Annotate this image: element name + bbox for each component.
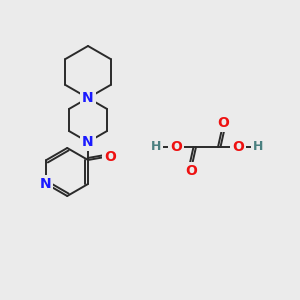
Text: O: O xyxy=(185,164,197,178)
Text: N: N xyxy=(82,135,94,149)
Text: N: N xyxy=(82,91,94,105)
Text: O: O xyxy=(170,140,182,154)
Text: H: H xyxy=(253,140,263,154)
Text: O: O xyxy=(104,150,116,164)
Text: H: H xyxy=(151,140,161,154)
Text: O: O xyxy=(232,140,244,154)
Text: O: O xyxy=(217,116,229,130)
Text: N: N xyxy=(40,177,51,191)
